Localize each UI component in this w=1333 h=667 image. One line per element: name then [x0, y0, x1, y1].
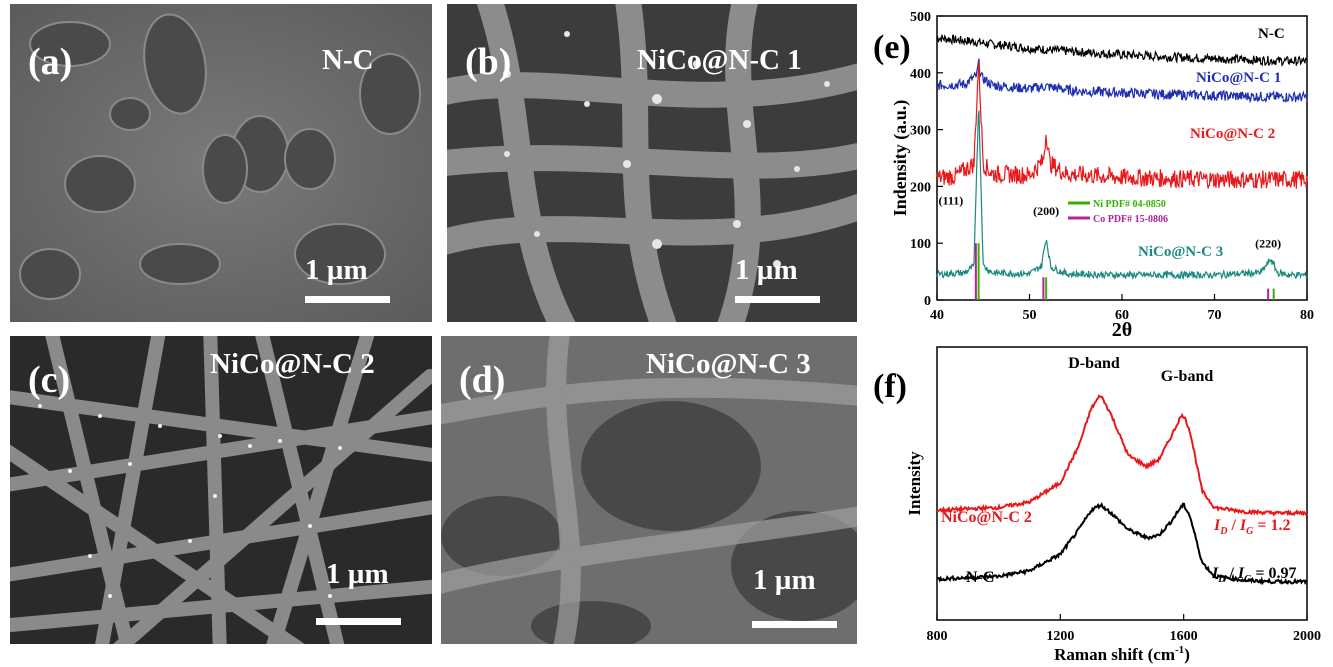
- xrd-series-label-1: NiCo@N-C 1: [1196, 70, 1281, 86]
- xrd-xlabel: 2θ: [1112, 319, 1132, 341]
- panel-title-b: NiCo@N-C 1: [637, 44, 802, 76]
- panel-title-c: NiCo@N-C 2: [210, 348, 375, 380]
- sem-panel-a: (a) N-C 1 µm: [10, 4, 432, 322]
- raman-xtick-label-0: 800: [927, 629, 948, 644]
- xrd-ytick-label-2: 200: [910, 180, 931, 195]
- ratio-ig-1: I: [1237, 565, 1245, 582]
- intensity-ratio-1: ID / IG = 0.97: [1211, 565, 1297, 585]
- g-band-label: G-band: [1161, 368, 1214, 385]
- ratio-ig-sub-0: G: [1246, 526, 1254, 537]
- raman-series-0: [936, 394, 1308, 517]
- raman-series-label-0: NiCo@N-C 2: [941, 509, 1032, 526]
- ratio-slash-1: /: [1225, 565, 1237, 582]
- xrd-series-label-3: NiCo@N-C 3: [1138, 244, 1223, 260]
- panel-label-c: (c): [28, 359, 71, 401]
- intensity-ratio-0: ID / IG = 1.2: [1213, 517, 1291, 537]
- xrd-series-label-0: N-C: [1258, 26, 1285, 42]
- panel-label-f: (f): [873, 368, 907, 405]
- raman-series-label-1: N-C: [966, 569, 994, 586]
- peak-label-2: (220): [1255, 237, 1281, 251]
- raman-xlabel-sup: -1: [1175, 644, 1184, 656]
- ratio-slash-0: /: [1227, 517, 1239, 534]
- sem-panel-d: (d) NiCo@N-C 3 1 µm: [441, 336, 857, 644]
- panel-label-e: (e): [873, 29, 911, 66]
- scale-bar-label-b: 1 µm: [735, 254, 798, 286]
- xrd-series-2: [936, 61, 1308, 189]
- raman-xtick-label-3: 2000: [1293, 629, 1321, 644]
- panel-label-a: (a): [28, 41, 73, 83]
- xrd-xtick-label-0: 40: [930, 308, 944, 323]
- panel-title-d: NiCo@N-C 3: [646, 348, 811, 380]
- xrd-ytick-label-1: 100: [910, 237, 931, 252]
- xrd-ytick-label-3: 300: [910, 124, 931, 139]
- sem-image-a: [10, 4, 432, 322]
- ratio-ig-sub-1: G: [1244, 574, 1252, 585]
- sem-image-c: [10, 336, 432, 644]
- xrd-ytick-label-0: 0: [924, 294, 931, 309]
- xrd-series-3: [936, 110, 1308, 281]
- peak-label-1: (200): [1033, 204, 1059, 218]
- xrd-chart: Ni PDF# 04-0850 Co PDF# 15-0806 N-C NiCo@N-…: [873, 10, 1314, 341]
- xrd-xtick-label-1: 50: [1023, 308, 1037, 323]
- sem-image-b: [447, 4, 857, 322]
- xrd-xtick-label-3: 70: [1208, 308, 1222, 323]
- raman-xlabel-end: ): [1184, 645, 1190, 664]
- scale-bar-c: [316, 618, 401, 625]
- scale-bar-label-d: 1 µm: [753, 564, 816, 596]
- scale-bar-label-c: 1 µm: [326, 558, 389, 590]
- scale-bar-label-a: 1 µm: [305, 254, 368, 286]
- ratio-id-0: I: [1213, 517, 1221, 534]
- scale-bar-a: [305, 296, 390, 303]
- ratio-value-0: = 1.2: [1253, 517, 1290, 534]
- panel-label-b: (b): [465, 41, 512, 83]
- raman-xtick-label-2: 1600: [1170, 629, 1198, 644]
- ref-legend-label-0: Ni PDF# 04-0850: [1093, 199, 1166, 210]
- sem-panel-b: (b) NiCo@N-C 1 1 µm: [447, 4, 857, 322]
- xrd-series-0: [936, 34, 1308, 67]
- peak-label-0: (111): [939, 194, 964, 208]
- sem-panel-c: (c) NiCo@N-C 2 1 µm: [10, 336, 432, 644]
- sem-image-d: [441, 336, 857, 644]
- raman-series-1: [936, 501, 1308, 586]
- panel-title-a: N-C: [322, 44, 374, 76]
- ratio-id-1: I: [1211, 565, 1219, 582]
- xrd-ylabel: Indensity (a.u.): [890, 100, 911, 217]
- ref-legend-label-1: Co PDF# 15-0806: [1093, 214, 1168, 225]
- raman-xlabel-main: Raman shift (cm: [1054, 645, 1175, 664]
- raman-xtick-label-1: 1200: [1046, 629, 1074, 644]
- ratio-value-1: = 0.97: [1251, 565, 1296, 582]
- d-band-label: D-band: [1068, 355, 1120, 372]
- raman-chart: 800 1200 1600 2000 D-band G-band NiCo@N-C 2 N-C…: [873, 346, 1321, 664]
- xrd-xtick-label-2: 60: [1115, 308, 1129, 323]
- xrd-xtick-label-4: 80: [1300, 308, 1314, 323]
- scale-bar-d: [752, 621, 837, 628]
- xrd-series-1: [936, 58, 1308, 104]
- ratio-id-sub-0: D: [1219, 526, 1227, 537]
- xrd-series-label-2: NiCo@N-C 2: [1190, 126, 1275, 142]
- panel-label-d: (d): [459, 359, 506, 401]
- ratio-ig-0: I: [1239, 517, 1247, 534]
- ratio-id-sub-1: D: [1217, 574, 1225, 585]
- xrd-ytick-label-4: 400: [910, 67, 931, 82]
- raman-ylabel: Intensity: [905, 451, 924, 516]
- scale-bar-b: [735, 296, 820, 303]
- raman-xlabel: Raman shift (cm-1): [1054, 644, 1190, 664]
- xrd-ytick-label-5: 500: [910, 10, 931, 25]
